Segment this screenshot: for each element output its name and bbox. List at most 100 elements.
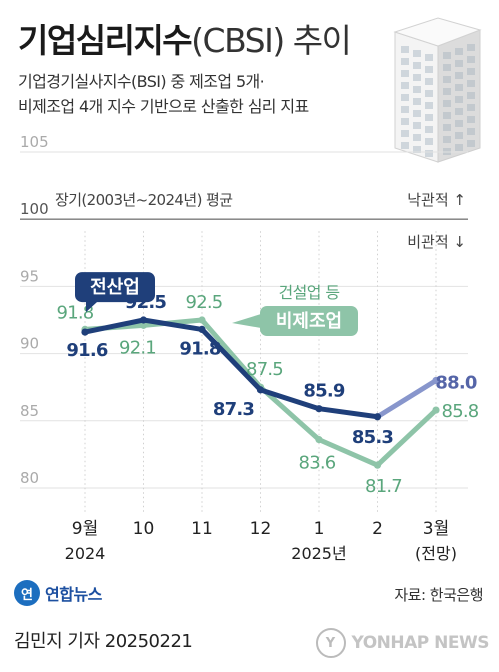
building-window [455, 120, 463, 127]
building-window [443, 136, 451, 143]
building-window [401, 130, 409, 137]
building-window [455, 96, 463, 103]
building-window [425, 54, 433, 61]
non-manufacturing-point [139, 321, 148, 329]
building-window [443, 76, 451, 83]
non-manufacturing-forecast-line [375, 407, 439, 468]
y-tick-label: 90 [20, 335, 39, 353]
building-window [425, 102, 433, 109]
building-window [401, 94, 409, 101]
building-window [425, 90, 433, 97]
building-window [467, 92, 475, 99]
building-window [455, 48, 463, 55]
building-window [413, 146, 421, 153]
building-window [467, 80, 475, 87]
building-window [467, 116, 475, 123]
chart-title: 기업심리지수(CBSI) 추이 [18, 21, 352, 60]
x-tick-sublabel: (전망) [415, 544, 457, 563]
x-tick-label: 9월 [72, 519, 98, 539]
building-window [413, 122, 421, 129]
all-industry-point [373, 413, 382, 421]
building-window [413, 134, 421, 141]
building-window [455, 60, 463, 67]
non-manufacturing-data-label: 92.5 [186, 292, 223, 313]
all-industry-data-label: 91.8 [179, 338, 220, 359]
all-industry-data-label: 88.0 [435, 372, 476, 393]
building-window [425, 138, 433, 145]
building-window [401, 82, 409, 89]
building-window [401, 142, 409, 149]
x-tick-label: 10 [133, 519, 155, 539]
all-industry-data-label: 85.9 [303, 381, 344, 402]
building-window [425, 114, 433, 121]
yonhap-logo-icon: 연 [14, 580, 40, 606]
building-window [413, 62, 421, 69]
building-window [413, 98, 421, 105]
building-window [443, 52, 451, 59]
y-tick-label: 85 [20, 402, 39, 420]
all-industry-series-line [82, 317, 380, 420]
yonhap-watermark-icon: Y [315, 628, 346, 658]
reference-line-label: 장기(2003년~2024년) 평균 [55, 191, 233, 209]
y-tick-label: 100 [20, 200, 49, 218]
all-industry-point [432, 376, 440, 385]
non-manufacturing-data-label: 83.6 [299, 453, 336, 474]
non-manufacturing-legend-pointer [232, 314, 261, 328]
building-window [413, 110, 421, 117]
building-window [467, 104, 475, 111]
building-window [413, 86, 421, 93]
all-industry-legend-label: 전산업 [90, 277, 140, 298]
all-industry-point [256, 386, 265, 394]
building-window [443, 100, 451, 107]
building-window [413, 74, 421, 81]
all-industry-point [198, 325, 206, 334]
building-window [455, 108, 463, 115]
non-manufacturing-data-label: 87.5 [246, 359, 283, 380]
non-manufacturing-data-label: 81.7 [365, 476, 402, 497]
building-window [467, 128, 475, 135]
non-manufacturing-legend-box [260, 306, 358, 336]
x-tick-label: 11 [191, 519, 213, 539]
all-industry-forecast-line [375, 377, 439, 420]
building-window [425, 126, 433, 133]
building-window [443, 88, 451, 95]
y-tick-label: 105 [20, 133, 49, 151]
non-manufacturing-data-label: 92.1 [119, 337, 156, 358]
chart-subtitle-line2: 비제조업 4개 지수 기반으로 산출한 심리 지표 [18, 97, 309, 116]
all-industry-legend-box [75, 272, 155, 303]
chart-subtitle-line1: 기업경기실사지수(BSI) 중 제조업 5개· [18, 72, 265, 91]
building-window [455, 132, 463, 139]
yonhap-logo: 연 연합뉴스 [14, 580, 102, 606]
optimistic-label: 낙관적 ↑ [407, 191, 466, 209]
building-window [443, 124, 451, 131]
building-window [455, 72, 463, 79]
building-window [425, 78, 433, 85]
building-window [425, 150, 433, 157]
building-window [467, 56, 475, 63]
building-window [455, 144, 463, 151]
non-manufacturing-point [315, 436, 323, 444]
all-industry-legend-pointer [86, 301, 98, 313]
non-manufacturing-data-label: 85.8 [442, 401, 479, 422]
building-window [401, 58, 409, 65]
non-manufacturing-series-line [82, 317, 380, 468]
x-tick-label: 12 [250, 519, 272, 539]
non-manufacturing-data-label: 91.8 [57, 302, 94, 323]
pessimistic-label: 비관적 ↓ [407, 233, 466, 251]
non-manufacturing-legend-prefix: 건설업 등 [279, 283, 340, 302]
building-window [443, 112, 451, 119]
x-tick-label: 2 [372, 519, 383, 539]
y-tick-label: 80 [20, 469, 39, 487]
building-illustration-icon [393, 17, 482, 163]
yonhap-watermark-text: YONHAP NEWS [351, 633, 490, 653]
building-window [467, 44, 475, 51]
non-manufacturing-legend-label: 비제조업 [276, 311, 342, 332]
building-window [401, 46, 409, 53]
non-manufacturing-point [432, 406, 440, 414]
building-window [443, 64, 451, 71]
yonhap-logo-text: 연합뉴스 [45, 585, 102, 604]
x-tick-label: 3월 [423, 519, 449, 539]
all-industry-data-label: 85.3 [352, 427, 393, 448]
